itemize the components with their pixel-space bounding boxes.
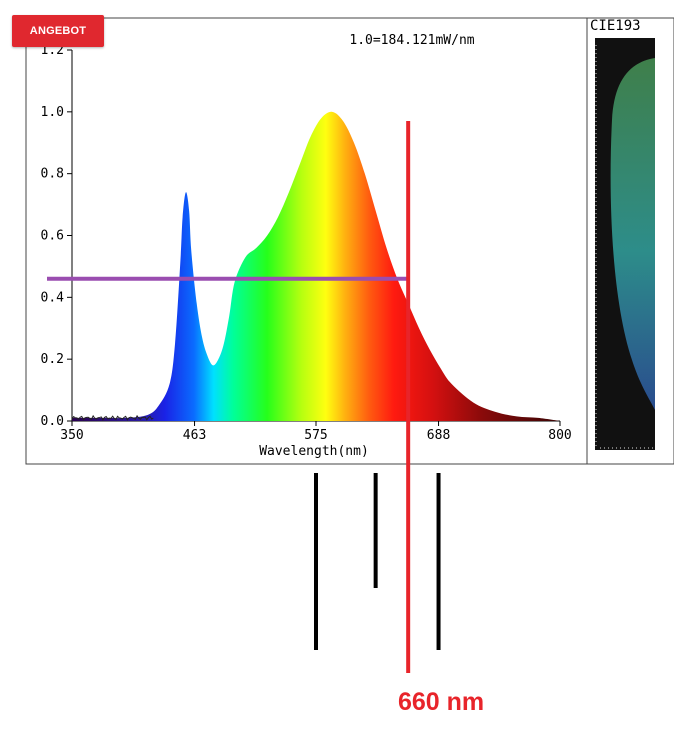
spectrum-baseline-noise — [71, 414, 154, 421]
y-tick-label: 0.8 — [41, 167, 64, 182]
y-tick-label: 0.4 — [41, 290, 65, 305]
y-tick-label: 0.2 — [41, 352, 64, 367]
x-axis-label: Wavelength(nm) — [259, 444, 369, 459]
wavelength-annotation: 660 nm — [398, 688, 485, 716]
cie-panel — [586, 17, 674, 465]
y-tick-label: 0.0 — [41, 414, 64, 429]
y-tick-label: 0.6 — [41, 229, 64, 244]
cie-panel-title: CIE193 — [590, 18, 641, 34]
x-tick-label: 350 — [60, 428, 83, 443]
x-tick-label: 575 — [304, 428, 327, 443]
cie-chromaticity-area — [610, 58, 655, 410]
x-tick-label: 463 — [183, 428, 206, 443]
chart-title: 1.0=184.121mW/nm — [349, 33, 474, 48]
angebot-badge[interactable]: ANGEBOT — [12, 15, 104, 47]
spectrum-area — [72, 111, 560, 421]
y-tick-label: 1.0 — [41, 105, 64, 120]
x-tick-label: 688 — [427, 428, 450, 443]
x-tick-label: 800 — [548, 428, 571, 443]
